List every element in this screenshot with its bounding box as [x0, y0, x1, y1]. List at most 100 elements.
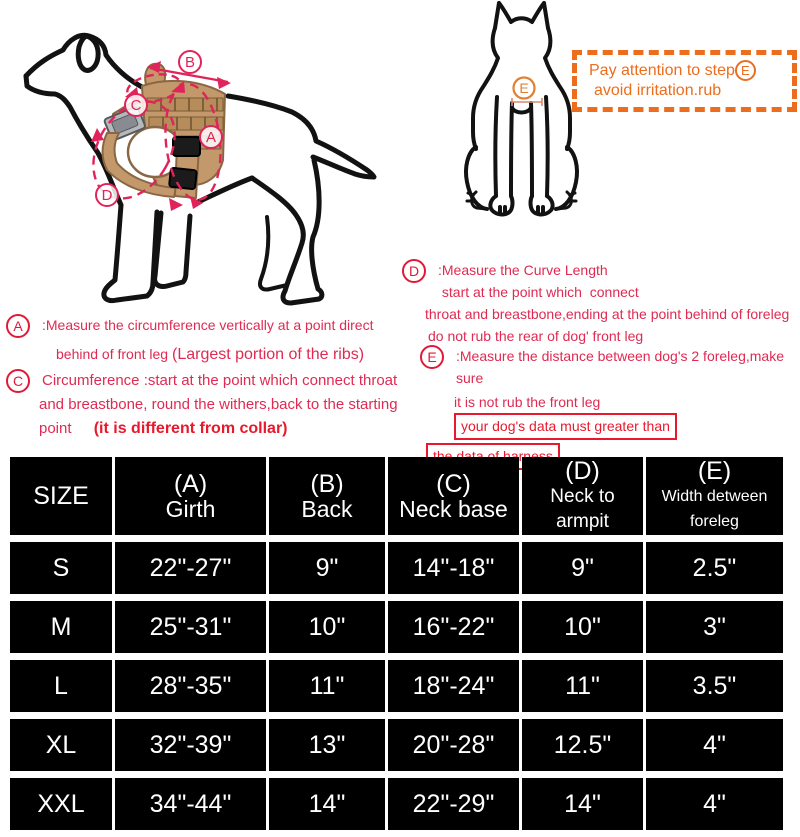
cell-neckbase: 16"-22" [388, 601, 519, 653]
front-dog-left-leg [493, 95, 514, 198]
dog-back-and-tail [225, 93, 377, 180]
instruction-c-text1: Circumference :start at the point which … [42, 372, 398, 389]
cell-size: M [10, 601, 112, 653]
table-row-xl: XL 32"-39" 13" 20"-28" 12.5" 4" [10, 719, 783, 771]
header-d-neck-to-armpit: (D) Neck to armpit [522, 457, 643, 535]
instruction-a-text1: :Measure the circumference vertically at… [42, 317, 374, 333]
arrowhead [217, 77, 231, 89]
front-dog-left-haunch [464, 145, 489, 211]
dog-hind-leg [249, 157, 325, 306]
harness-black-buckle-2 [168, 166, 198, 191]
instruction-a-letter: A [6, 314, 30, 338]
front-dog-outline [464, 1, 579, 217]
cell-width-foreleg: 4" [646, 719, 783, 771]
instruction-c-letter: C [6, 369, 30, 393]
back-arrow-b [149, 66, 229, 84]
label-e: E [519, 80, 528, 96]
instruction-a-line1: A :Measure the circumference vertically … [6, 314, 406, 338]
dog-front-leg-near [101, 202, 160, 304]
cell-width-foreleg: 4" [646, 778, 783, 830]
curve-ellipse-d [92, 100, 176, 200]
dog-belly-line [193, 175, 255, 206]
diagram-labels: B C A D [95, 50, 223, 207]
note-line2: avoid irritation.rub [594, 82, 722, 99]
cell-size: L [10, 660, 112, 712]
front-dog-right-haunch [554, 145, 579, 211]
front-dog-right-paw [528, 194, 555, 217]
label-circle-b [178, 50, 202, 74]
header-c-neckbase: (C) Neck base [388, 457, 519, 535]
instruction-e-text2: it is not rub the front leg [454, 394, 601, 410]
table-row-s: S 22"-27" 9" 14"-18" 9" 2.5" [10, 542, 783, 594]
instruction-e-letter: E [420, 345, 444, 369]
instruction-c-text3: point [39, 420, 72, 437]
cell-back: 10" [269, 601, 385, 653]
cell-size: XXL [10, 778, 112, 830]
arrowhead [91, 128, 104, 142]
cell-neckbase: 20"-28" [388, 719, 519, 771]
cell-back: 14" [269, 778, 385, 830]
size-table: SIZE (A) Girth (B) Back (C) Neck base (D) Ne… [7, 450, 786, 837]
label-c: C [131, 97, 142, 114]
cell-neckbase: 22"-29" [388, 778, 519, 830]
instruction-d-letter: D [402, 259, 426, 283]
instruction-e-boxed1: your dog's data must greater than [454, 413, 677, 440]
front-dog-ears-head [493, 1, 550, 30]
cell-width-foreleg: 3" [646, 601, 783, 653]
header-b-back: (B) Back [269, 457, 385, 535]
arrowhead [147, 61, 161, 73]
label-circle-a [199, 125, 223, 149]
sizing-guide-page: { "colors": { "crimson": "#e0245a", "red… [6, 1, 800, 830]
attention-note-box: Pay attention to step E avoid irritation.… [572, 50, 797, 112]
cell-girth: 32"-39" [115, 719, 266, 771]
arrowhead [190, 196, 203, 209]
dog-ear [75, 33, 101, 73]
instruction-d-line3: do not rub the rear of dog' front leg [428, 328, 644, 344]
cell-girth: 25"-31" [115, 601, 266, 653]
label-circle-d [95, 183, 119, 207]
cell-size: XL [10, 719, 112, 771]
dog-hind-leg-far [258, 215, 289, 292]
cell-width-foreleg: 3.5" [646, 660, 783, 712]
instruction-c-line3: point (it is different from collar) [39, 417, 416, 441]
harness-black-buckle-1 [172, 136, 201, 157]
front-dog-right-side [543, 26, 572, 151]
instruction-d-line1: D :Measure the Curve Length start at the… [402, 259, 798, 303]
front-dog-chest-arc [510, 106, 533, 115]
cell-back: 11" [269, 660, 385, 712]
instruction-c-bold: (it is different from collar) [93, 420, 288, 437]
cell-neck-to-armpit: 11" [522, 660, 643, 712]
instruction-e-line1: E :Measure the distance between dog's 2 … [420, 345, 800, 389]
table-row-m: M 25"-31" 10" 16"-22" 10" 3" [10, 601, 783, 653]
cell-girth: 34"-44" [115, 778, 266, 830]
cell-neck-to-armpit: 9" [522, 542, 643, 594]
cell-neckbase: 14"-18" [388, 542, 519, 594]
table-row-xxl: XXL 34"-44" 14" 22"-29" 14" 4" [10, 778, 783, 830]
neckbase-ellipse-c [126, 73, 182, 103]
label-d: D [102, 187, 113, 204]
e-measure-line [511, 98, 543, 106]
instruction-d-text1: :Measure the Curve Length start at the p… [438, 259, 798, 303]
arrowhead [169, 198, 183, 211]
front-dog-right-rear-paw [554, 190, 578, 211]
front-dog-e-annotation: E [511, 76, 543, 106]
note-line1: Pay attention to step E [589, 60, 789, 81]
front-dog-diagram: E [464, 1, 579, 217]
instruction-a-paren: (Largest portion of the ribs) [171, 346, 365, 363]
instruction-e-line2: it is not rub the front leg your dog's d… [454, 391, 800, 440]
header-e-width: (E) Width detween foreleg [646, 457, 783, 535]
side-dog-outline [23, 32, 377, 306]
instruction-a-text2: behind of front leg [56, 346, 169, 362]
label-b: B [185, 54, 195, 71]
cell-neck-to-armpit: 12.5" [522, 719, 643, 771]
cell-size: S [10, 542, 112, 594]
instruction-d-line2: throat and breastbone,ending at the poin… [425, 306, 790, 322]
cell-girth: 28"-35" [115, 660, 266, 712]
cell-neck-to-armpit: 10" [522, 601, 643, 653]
table-row-l: L 28"-35" 11" 18"-24" 11" 3.5" [10, 660, 783, 712]
label-a: A [206, 129, 216, 146]
front-dog-right-leg [529, 95, 550, 198]
table-header-row: SIZE (A) Girth (B) Back (C) Neck base (D) Ne… [10, 457, 783, 535]
side-dog-diagram: B C A D [23, 32, 377, 306]
instruction-d-rest: start at the point which connect [438, 284, 639, 300]
